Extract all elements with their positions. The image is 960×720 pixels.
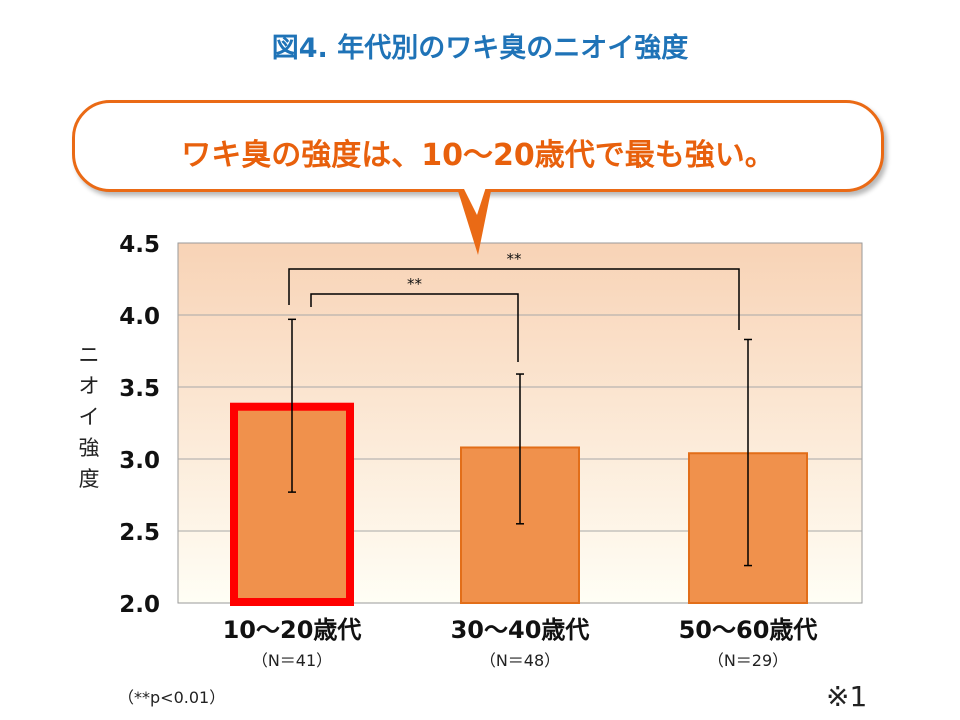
significance-layer: ** ** (288, 250, 740, 362)
callout-pointer (458, 187, 491, 255)
significance-bracket-2 (288, 268, 740, 330)
y-tick-label: 2.5 (119, 520, 160, 546)
significance-label-2: ** (507, 250, 523, 268)
chart-title: 図4. 年代別のワキ臭のニオイ強度 (271, 33, 689, 64)
y-axis-label: ニオイ強度 (79, 343, 100, 491)
category-label-1: 10～20歳代 (223, 616, 362, 644)
label-layer: 10～20歳代 （N＝41） 30～40歳代 （N＝48） 50～60歳代 （N＝29） (223, 616, 818, 670)
y-tick-label: 4.5 (119, 232, 160, 258)
reference-mark: ※1 (826, 680, 868, 713)
error-bar-layer (288, 318, 752, 567)
sample-size-label-3: （N＝29） (708, 651, 788, 670)
y-tick-label: 4.0 (119, 304, 160, 330)
y-tick-label: 3.5 (119, 376, 160, 402)
significance-label-1: ** (407, 275, 423, 293)
y-tick-label: 2.0 (119, 592, 160, 618)
category-label-3: 50～60歳代 (679, 616, 818, 644)
y-tick-label: 3.0 (119, 448, 160, 474)
significance-footnote: （**p<0.01） (118, 688, 226, 707)
category-label-2: 30～40歳代 (451, 616, 590, 644)
callout-box: ワキ臭の強度は、10～20歳代で最も強い。 (72, 100, 884, 192)
sample-size-label-2: （N＝48） (480, 651, 560, 670)
significance-bracket-1 (310, 293, 519, 362)
sample-size-label-1: （N＝41） (252, 651, 332, 670)
callout-text: ワキ臭の強度は、10～20歳代で最も強い。 (181, 138, 775, 173)
